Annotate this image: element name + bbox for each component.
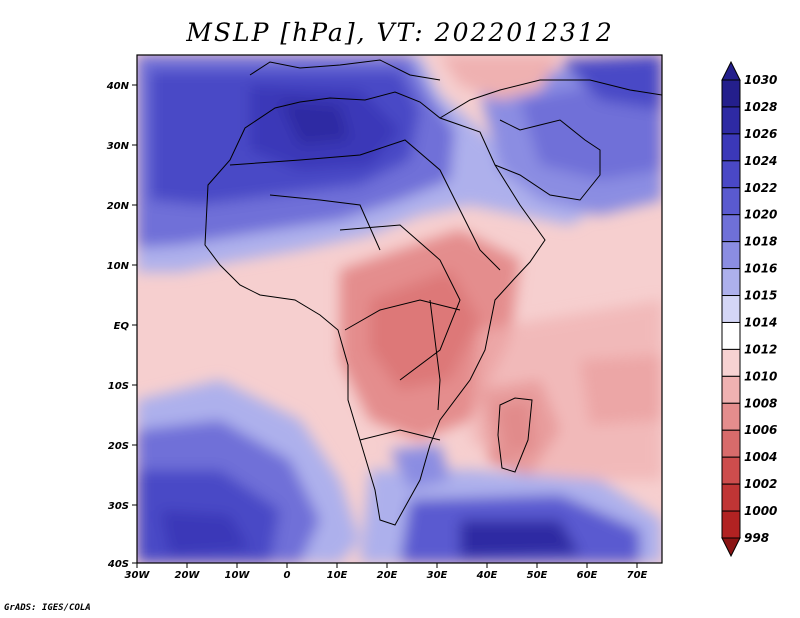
colorbar-swatch xyxy=(721,456,741,485)
colorbar-swatch xyxy=(721,160,741,189)
y-tick-label: 40N xyxy=(106,81,130,92)
colorbar-swatch xyxy=(721,295,741,323)
coastlines xyxy=(204,59,662,526)
colorbar-swatch xyxy=(721,79,741,108)
y-tick-label: 30N xyxy=(107,141,130,152)
y-axis: 40N 30N 20N 10N EQ 10S 20S 30S 40S xyxy=(106,81,137,570)
colorbar-label: 1028 xyxy=(744,100,777,114)
colorbar-label: 1012 xyxy=(744,342,777,356)
colorbar-arrow-bottom xyxy=(721,537,741,558)
colorbar-label: 1026 xyxy=(744,127,777,141)
plot-frame xyxy=(136,54,663,564)
x-tick-label: 10E xyxy=(327,570,348,581)
y-tick-label: 40S xyxy=(107,559,129,570)
colorbar-label: 1004 xyxy=(744,450,777,464)
y-tick-label: 20N xyxy=(107,201,130,212)
colorbar-swatch xyxy=(721,375,741,404)
colorbar-swatch xyxy=(721,241,741,270)
x-tick-label: 10W xyxy=(225,570,251,581)
colorbar-swatch xyxy=(721,483,741,512)
map-title: MSLP [hPa], VT: 2022012312 xyxy=(186,18,614,47)
colorbar-label: 1014 xyxy=(744,315,777,329)
colorbar-label: 1030 xyxy=(744,73,777,87)
colorbar-swatch xyxy=(721,133,741,162)
colorbar-label: 1018 xyxy=(744,235,777,249)
colorbar-label: 1008 xyxy=(744,396,777,410)
x-axis: 30W 20W 10W 0 10E 20E 30E 40E 50E 60E 70E xyxy=(125,563,648,581)
x-tick-label: 70E xyxy=(627,570,648,581)
colorbar-label: 998 xyxy=(744,531,769,545)
colorbar-swatch xyxy=(721,268,741,297)
y-tick-label: EQ xyxy=(114,321,130,332)
colorbar-label: 1010 xyxy=(744,369,777,383)
y-tick-label: 20S xyxy=(108,441,129,452)
x-tick-label: 60E xyxy=(577,570,598,581)
y-tick-label: 10S xyxy=(108,381,129,392)
colorbar-swatch xyxy=(721,214,741,243)
x-tick-label: 30W xyxy=(125,570,151,581)
colorbar-label: 1024 xyxy=(744,154,777,168)
x-tick-label: 40E xyxy=(476,570,498,581)
x-tick-label: 20E xyxy=(377,570,398,581)
colorbar-label: 1016 xyxy=(744,262,777,276)
colorbar-label: 1006 xyxy=(744,423,777,437)
colorbar-arrow-top xyxy=(721,60,741,81)
x-tick-label: 0 xyxy=(284,570,291,581)
colorbar-swatch xyxy=(721,187,741,216)
credit-text: GrADS: IGES/COLA xyxy=(4,603,91,613)
colorbar-swatch xyxy=(721,510,741,539)
pressure-field xyxy=(137,55,662,563)
colorbar-label: 1002 xyxy=(744,477,777,491)
y-tick-label: 30S xyxy=(108,501,129,512)
colorbar-label: 1022 xyxy=(744,181,777,195)
x-tick-label: 20W xyxy=(175,570,201,581)
x-tick-label: 50E xyxy=(527,570,548,581)
colorbar: 1030 1028 1026 1024 1022 1020 1018 1016 1015 1014… xyxy=(721,60,777,558)
colorbar-swatch xyxy=(721,321,741,350)
colorbar-swatch xyxy=(721,106,741,135)
colorbar-swatch xyxy=(721,429,741,458)
colorbar-label: 1000 xyxy=(744,504,777,518)
y-tick-label: 10N xyxy=(107,261,130,272)
x-tick-label: 30E xyxy=(427,570,448,581)
colorbar-swatch xyxy=(721,348,741,377)
colorbar-label: 1020 xyxy=(744,208,777,222)
colorbar-swatch xyxy=(721,402,741,431)
colorbar-label: 1015 xyxy=(744,289,777,303)
